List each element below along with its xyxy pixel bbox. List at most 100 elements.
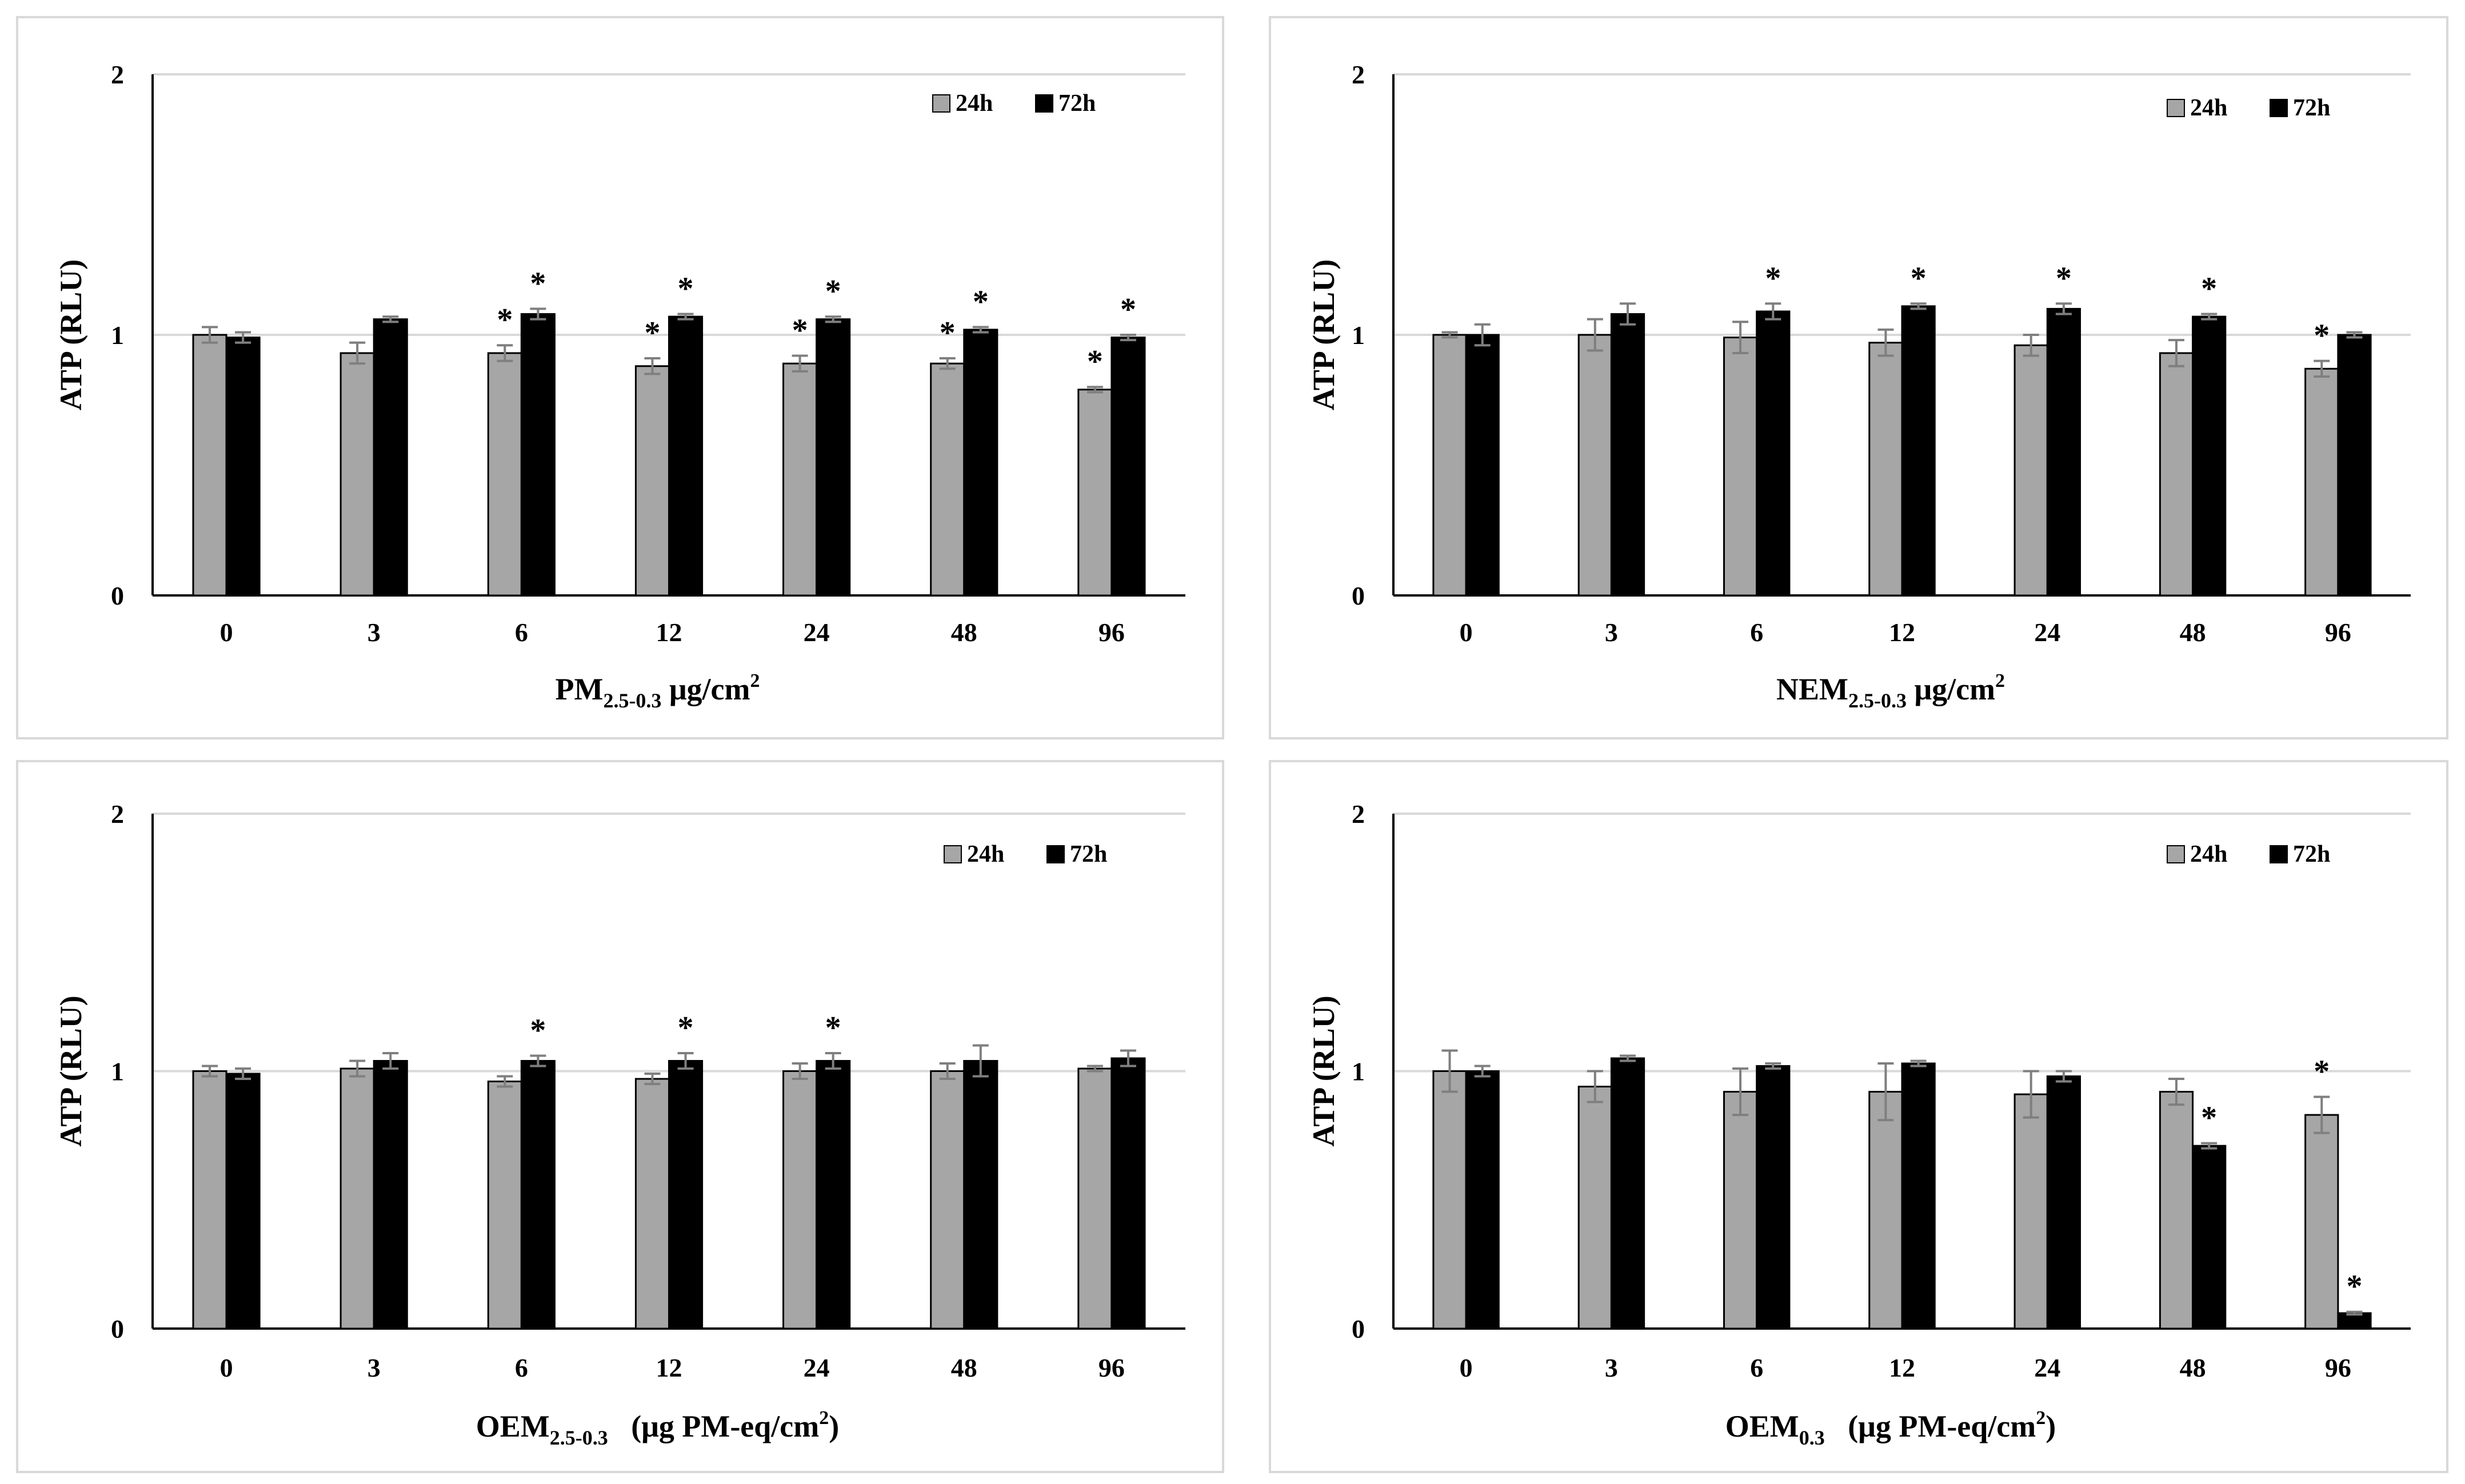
x-tick-label: 3 [367, 618, 381, 647]
significance-star: * [973, 284, 989, 319]
bar-24h-3 [1577, 334, 1612, 597]
x-axis-label: OEM2.5-0.3 (μg PM-eq/cm2) [476, 1407, 839, 1449]
x-label-subscript: 0.3 [1799, 1426, 1825, 1449]
x-label-superscript: 2 [750, 670, 760, 691]
x-tick-label: 96 [1098, 1353, 1125, 1382]
x-label-base: NEM [1776, 672, 1848, 706]
x-label-base: PM [555, 672, 603, 706]
significance-star: * [792, 313, 808, 348]
significance-star: * [2201, 271, 2217, 307]
bar-72h-0 [1465, 1070, 1500, 1330]
bar-72h-3 [373, 318, 408, 597]
significance-star: * [825, 1010, 841, 1046]
legend-label-72h: 72h [1058, 90, 1096, 117]
bar-72h-24 [2046, 1075, 2082, 1330]
significance-star: * [678, 1010, 694, 1046]
y-tick-label: 2 [1352, 60, 1365, 89]
legend-label-24h: 24h [2190, 841, 2227, 867]
significance-star: * [530, 266, 546, 301]
x-label-subscript: 2.5-0.3 [1848, 689, 1907, 712]
bar-24h-3 [339, 352, 375, 597]
y-tick-label: 0 [111, 1314, 124, 1343]
bar-24h-12 [1868, 1091, 1903, 1330]
x-tick-label: 6 [515, 1353, 528, 1382]
x-label-units: μg/cm [661, 672, 750, 706]
x-axis-label: NEM2.5-0.3 μg/cm2 [1776, 670, 2005, 712]
significance-star: * [1120, 292, 1136, 327]
bar-72h-12 [668, 1059, 704, 1330]
y-axis-label: ATP (RLU) [1307, 259, 1341, 411]
significance-star: * [530, 1013, 546, 1048]
bar-72h-3 [1610, 1057, 1645, 1330]
x-label-superscript: 2 [1995, 670, 2005, 691]
significance-star: * [940, 315, 956, 351]
chart-panel-oem-0-3: 0 1 2 0 3 6 12 24 * 48 * * 96 ATP (RLU) OEM0.3 (μg PM-… [1269, 760, 2448, 1473]
significance-star: * [644, 315, 660, 351]
legend-swatch-72h [1035, 94, 1053, 113]
x-tick-label: 3 [367, 1353, 381, 1382]
y-tick-label: 1 [111, 321, 124, 350]
bar-72h-6 [1756, 1065, 1791, 1330]
significance-star: * [2056, 261, 2072, 296]
significance-star: * [1765, 261, 1781, 296]
x-tick-label: 6 [515, 618, 528, 647]
legend-swatch-24h [932, 94, 950, 113]
bar-72h-12 [1901, 1062, 1936, 1330]
x-tick-label: 96 [2325, 618, 2351, 647]
x-tick-label: 48 [2180, 618, 2206, 647]
x-label-subscript: 2.5-0.3 [550, 1426, 608, 1449]
x-tick-label: 12 [656, 1353, 682, 1382]
x-label-tail: ) [2045, 1409, 2056, 1443]
y-tick-label: 2 [111, 799, 124, 829]
bar-24h-96 [1077, 389, 1113, 597]
y-tick-label: 1 [111, 1057, 124, 1086]
x-tick-label: 12 [656, 618, 682, 647]
y-axis-label: ATP (RLU) [1307, 995, 1341, 1147]
chart-panel-oem-2-5: 0 1 2 0 3 * 6 * 12 * 24 48 96 ATP (RLU) OEM2.5-0.3 (μg… [16, 760, 1224, 1473]
chart-panel-pm: 0 1 2 0 3 * * 6 * * 12 * * 24 * * 48 * * 96 ATP (RLU) PM2.5-0… [16, 16, 1224, 739]
x-label-superscript: 2 [2036, 1407, 2045, 1429]
significance-star: * [678, 271, 694, 307]
y-tick-label: 1 [1352, 1057, 1365, 1086]
bar-24h-24 [782, 362, 818, 597]
bar-24h-12 [634, 1078, 670, 1330]
bar-24h-3 [339, 1067, 375, 1330]
bar-24h-0 [1432, 1070, 1467, 1330]
legend-swatch-24h [944, 845, 962, 863]
bar-72h-6 [1756, 310, 1791, 597]
x-tick-label: 24 [804, 618, 830, 647]
significance-star: * [497, 302, 513, 338]
bar-24h-0 [1432, 334, 1467, 597]
legend-swatch-72h [1046, 845, 1065, 863]
y-tick-label: 0 [1352, 581, 1365, 610]
y-tick-label: 2 [111, 60, 124, 89]
bar-24h-24 [2013, 344, 2048, 597]
x-label-base: OEM [476, 1409, 550, 1443]
x-label-units: (μg PM-eq/cm [608, 1409, 820, 1443]
x-tick-label: 24 [2034, 618, 2060, 647]
bar-24h-24 [2013, 1093, 2048, 1330]
significance-star: * [2346, 1269, 2362, 1305]
bar-24h-48 [2159, 352, 2194, 597]
legend-label-24h: 24h [956, 90, 993, 117]
bar-72h-6 [520, 313, 556, 597]
legend-label-72h: 72h [2293, 841, 2330, 867]
x-tick-label: 48 [2180, 1353, 2206, 1382]
significance-star: * [2201, 1101, 2217, 1136]
x-label-tail: ) [829, 1409, 839, 1443]
bar-24h-48 [2159, 1091, 2194, 1330]
x-tick-label: 24 [2034, 1353, 2060, 1382]
x-tick-label: 48 [951, 618, 977, 647]
legend-label-24h: 24h [2190, 95, 2227, 121]
bar-72h-96 [1110, 337, 1146, 597]
x-tick-label: 12 [1889, 1353, 1915, 1382]
significance-star: * [2314, 318, 2330, 354]
x-tick-label: 12 [1889, 618, 1915, 647]
bar-24h-96 [2304, 1114, 2339, 1330]
x-label-units: (μg PM-eq/cm [1825, 1409, 2036, 1443]
x-label-units: μg/cm [1907, 672, 1995, 706]
bar-24h-24 [782, 1070, 818, 1330]
